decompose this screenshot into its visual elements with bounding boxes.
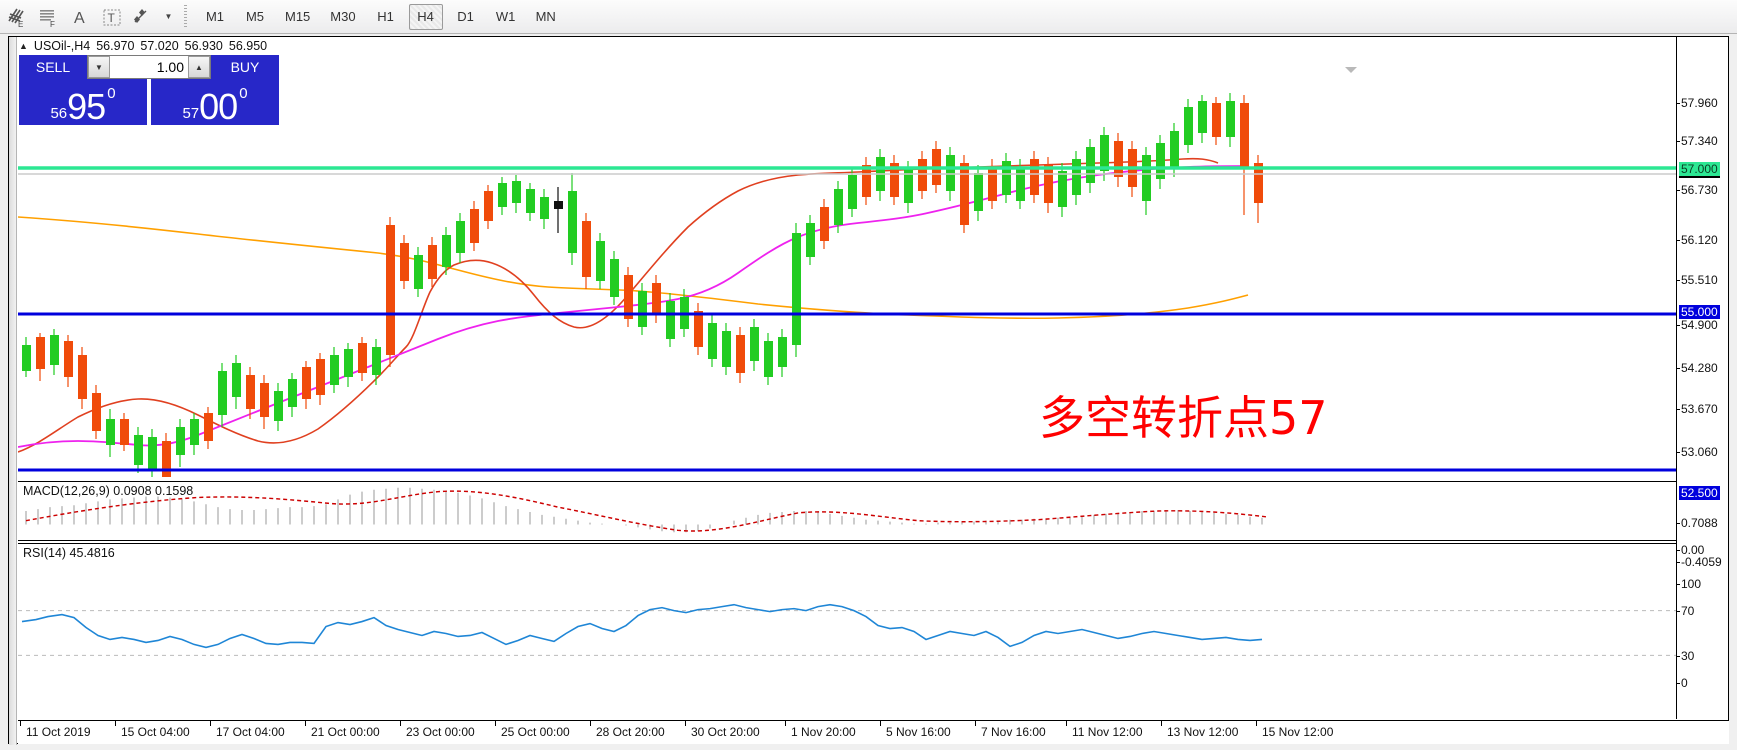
buy-price-big: 00 [199,86,238,125]
timeframe-m1[interactable]: M1 [205,9,225,24]
collapse-arrow-icon[interactable]: ▲ [19,41,28,51]
time-tick: 23 Oct 00:00 [400,720,475,739]
expert-advisor-icon[interactable]: E [0,2,32,32]
text-tool-icon[interactable]: A [64,2,96,32]
time-tick: 1 Nov 20:00 [785,720,856,739]
time-tick: 7 Nov 16:00 [975,720,1046,739]
timeframe-m5[interactable]: M5 [245,9,265,24]
chart-top-marker-icon [1345,67,1357,73]
time-tick: 11 Oct 2019 [20,720,91,739]
time-tick: 13 Nov 12:00 [1160,720,1239,739]
main-toolbar: E F A T ▼ M1 M5 M15 M30 H [0,0,1737,34]
time-tick: 11 Nov 12:00 [1066,720,1143,739]
macd-pane[interactable]: MACD(12,26,9) 0.0908 0.1598 [18,481,1678,541]
price-tick: 55.510 [1677,273,1718,287]
ohlc-low: 56.930 [184,39,223,53]
objects-icon[interactable] [128,2,160,32]
chart-annotation-text[interactable]: 多空转折点57 [1039,391,1328,445]
macd-scale-tick: -0.4059 [1677,555,1722,569]
indicator-list-icon[interactable]: F [32,2,64,32]
volume-increment-icon[interactable]: ▲ [188,56,210,78]
volume-stepper[interactable]: ▼ 1.00 ▲ [87,55,211,79]
buy-price-whole: 57 [182,105,200,122]
sell-button[interactable]: SELL [19,55,87,79]
time-tick: 15 Nov 12:00 [1255,720,1334,739]
volume-decrement-icon[interactable]: ▼ [88,56,110,78]
svg-text:T: T [108,11,116,25]
timeframe-d1[interactable]: D1 [457,9,474,24]
timeframe-h1[interactable]: H1 [377,9,394,24]
one-click-trading-panel[interactable]: SELL ▼ 1.00 ▲ BUY 56 95 0 57 00 0 [19,55,279,125]
symbol-name: USOil-,H4 [33,39,91,53]
price-tick: 57.960 [1677,96,1718,110]
timeframe-m30[interactable]: M30 [330,9,356,24]
rsi-scale-tick: 30 [1676,649,1695,663]
price-tick: 53.060 [1677,445,1718,459]
macd-chart-svg [25,487,1267,533]
buy-price-display[interactable]: 57 00 0 [151,79,279,125]
objects-dropdown-caret[interactable]: ▼ [160,2,176,32]
price-scale[interactable]: 57.960 57.340 56.730 56.120 55.510 54.90… [1676,37,1728,719]
rsi-pane[interactable]: RSI(14) 45.4816 [18,543,1678,719]
timeframe-w1[interactable]: W1 [495,9,516,24]
toolbar-separator [184,4,187,29]
sell-price-sup: 0 [107,85,116,102]
rsi-label: RSI(14) 45.4816 [23,546,115,560]
ohlc-close: 56.950 [228,39,268,53]
ohlc-open: 56.970 [96,39,135,53]
time-scale[interactable]: 11 Oct 2019 15 Oct 04:00 17 Oct 04:00 21… [18,720,1729,744]
price-chart-svg [18,93,1678,477]
rsi-line [21,603,1263,649]
timeframe-h4[interactable]: H4 [408,3,443,30]
price-tick: 56.120 [1677,233,1718,247]
sell-price-display[interactable]: 56 95 0 [19,79,147,125]
time-tick: 15 Oct 04:00 [115,720,190,739]
label-tool-icon[interactable]: T [96,2,128,32]
macd-label: MACD(12,26,9) 0.0908 0.1598 [23,484,194,498]
rsi-scale-tick: 0 [1677,676,1688,690]
macd-scale-tick: 0.7088 [1677,516,1718,530]
rsi-scale-tick: 100 [1676,577,1702,591]
timeframe-m15[interactable]: M15 [285,9,311,24]
svg-text:A: A [74,10,85,27]
time-tick: 25 Oct 00:00 [495,720,570,739]
rsi-scale-tick: 70 [1676,604,1695,618]
time-tick: 21 Oct 00:00 [305,720,380,739]
ma-red-line [18,157,1219,453]
svg-text:E: E [18,20,23,28]
chart-window: ▲ USOil-,H4 56.970 57.020 56.930 56.950 [8,36,1729,745]
time-tick: 17 Oct 04:00 [210,720,285,739]
trade-panel-price-row: 56 95 0 57 00 0 [19,79,279,125]
price-tick: 54.280 [1677,361,1718,375]
trade-panel-top-row: SELL ▼ 1.00 ▲ BUY [19,55,279,79]
volume-input[interactable]: 1.00 [110,56,188,78]
macd-signal-line [25,490,1267,532]
price-tick: 57.340 [1677,134,1718,148]
price-tick: 56.730 [1677,183,1718,197]
buy-button[interactable]: BUY [211,55,279,79]
buy-price-sup: 0 [239,85,248,102]
macd-scale-tick: 0.00 [1676,543,1705,557]
macd-histogram [25,487,1263,533]
rsi-chart-svg [18,603,1678,656]
price-tick: 54.900 [1677,318,1718,332]
sell-price-big: 95 [67,86,106,125]
time-tick: 5 Nov 16:00 [880,720,951,739]
current-price-tag: 57.000 [1679,162,1720,178]
price-pane[interactable] [18,37,1678,477]
chart-scroll-gutter[interactable] [9,37,17,745]
ohlc-high: 57.020 [140,39,179,53]
time-tick: 30 Oct 20:00 [685,720,760,739]
level-tag-52-5: 52.500 [1679,486,1720,500]
sell-price-whole: 56 [50,105,68,122]
ma-orange-line [18,216,1249,320]
symbol-header: ▲ USOil-,H4 56.970 57.020 56.930 56.950 [19,39,267,53]
candle-series [22,93,1263,477]
price-tick: 53.670 [1677,402,1718,416]
svg-text:F: F [50,20,55,28]
chevron-down-icon: ▼ [164,12,173,21]
level-tag-55: 55.000 [1679,305,1720,319]
timeframe-mn[interactable]: MN [535,9,556,24]
time-tick: 28 Oct 20:00 [590,720,665,739]
